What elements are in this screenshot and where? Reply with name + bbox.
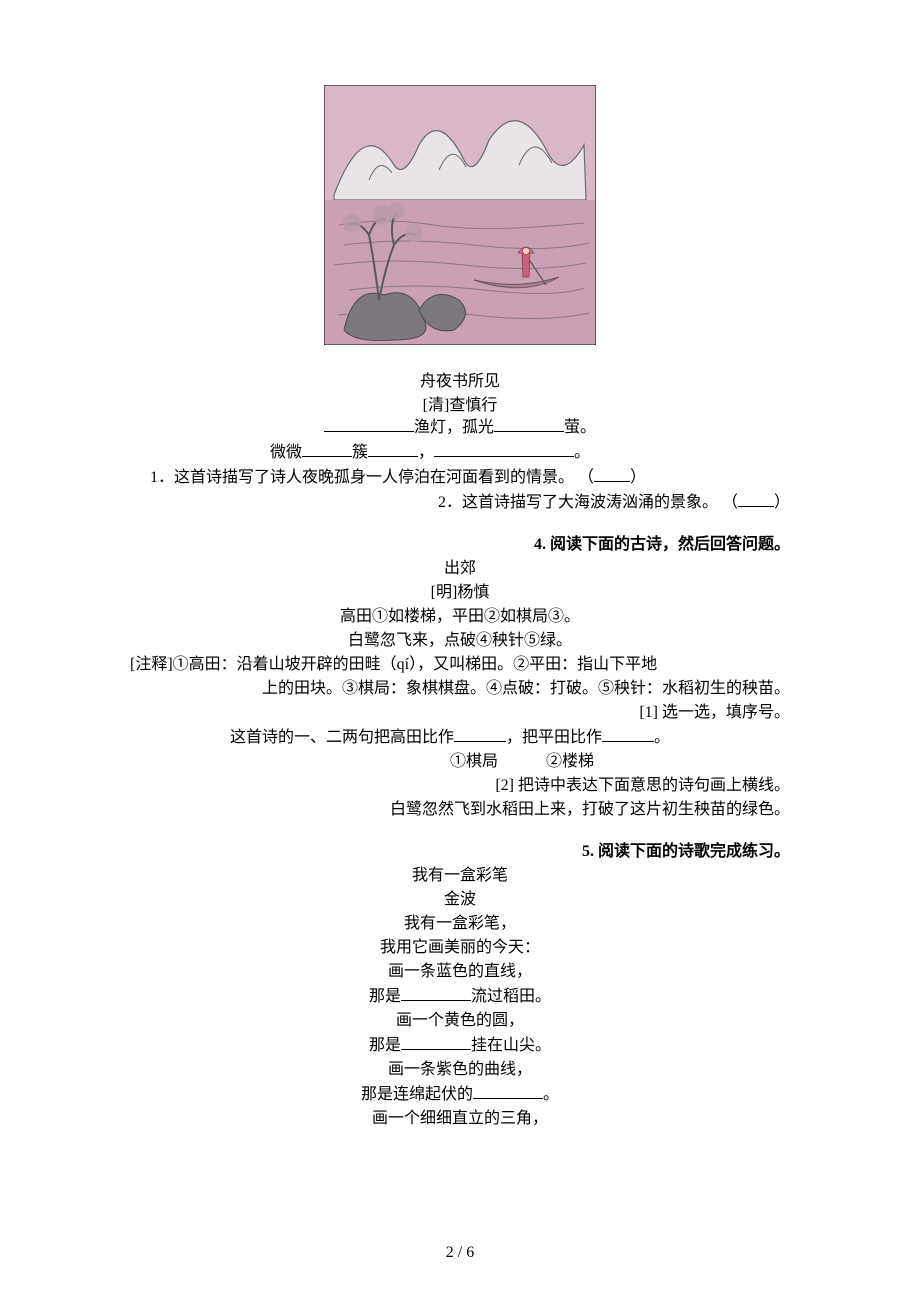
text: ， xyxy=(418,444,434,461)
poem1-title: 舟夜书所见 xyxy=(130,367,790,391)
blank-fill[interactable] xyxy=(494,415,564,432)
blank-fill[interactable] xyxy=(324,415,414,432)
text: 。 xyxy=(543,1086,559,1103)
section5-title: 我有一盒彩笔 xyxy=(130,864,790,888)
text: 1．这首诗描写了诗人夜晚孤身一人停泊在河面看到的情景。 xyxy=(150,469,574,486)
section5-l2: 我用它画美丽的今天： xyxy=(130,936,790,960)
blank-fill[interactable] xyxy=(738,490,774,507)
text: 那是连绵起伏的 xyxy=(361,1086,473,1103)
section5-author: 金波 xyxy=(130,888,790,912)
blank-fill[interactable] xyxy=(473,1082,543,1099)
poem1-line1: 渔灯，孤光 萤。 xyxy=(130,415,790,440)
section4-title: 出郊 xyxy=(130,557,790,581)
section5-l7: 画一条紫色的曲线， xyxy=(130,1058,790,1082)
text: 渔灯，孤光 xyxy=(414,419,494,436)
blank-fill[interactable] xyxy=(368,440,418,457)
page: 舟夜书所见 [清]查慎行 渔灯，孤光 萤。 微微 簇 ， 。 1．这首诗描写了诗人夜晚孤… xyxy=(0,0,920,1302)
text: 2．这首诗描写了大海波涛汹涌的景象。 xyxy=(438,494,718,511)
blank-fill[interactable] xyxy=(602,725,654,742)
text: 微微 xyxy=(270,444,302,461)
blank-fill[interactable] xyxy=(401,1033,471,1050)
text: 簇 xyxy=(352,444,368,461)
text: 。 xyxy=(654,729,670,746)
section4-notes1: [注释]①高田：沿着山坡开辟的田畦（qí），又叫梯田。②平田：指山下平地 xyxy=(130,653,790,677)
blank-fill[interactable] xyxy=(594,465,630,482)
section4-line2: 白鹭忽飞来，点破④秧针⑤绿。 xyxy=(130,629,790,653)
section4-author: [明]杨慎 xyxy=(130,581,790,605)
section4-q1-opts: ①棋局 ②楼梯 xyxy=(130,750,790,774)
poem1-q2: 2．这首诗描写了大海波涛汹涌的景象。 （） xyxy=(130,490,790,515)
section5-l1: 我有一盒彩笔， xyxy=(130,912,790,936)
text: 。 xyxy=(574,444,590,461)
poem-illustration xyxy=(324,85,596,345)
section4-line1: 高田①如楼梯，平田②如棋局③。 xyxy=(130,605,790,629)
section4-notes2: 上的田块。③棋局：象棋棋盘。④点破：打破。⑤秧针：水稻初生的秧苗。 xyxy=(130,677,790,701)
blank-fill[interactable] xyxy=(434,440,574,457)
section4-heading: 4. 阅读下面的古诗，然后回答问题。 xyxy=(130,533,790,557)
section4-q2-text: 白鹭忽然飞到水稻田上来，打破了这片初生秧苗的绿色。 xyxy=(130,798,790,822)
poem1-line2: 微微 簇 ， 。 xyxy=(130,440,790,465)
section4-q2-label: [2] 把诗中表达下面意思的诗句画上横线。 xyxy=(130,774,790,798)
text: 流过稻田。 xyxy=(471,988,551,1005)
poem1-q1: 1．这首诗描写了诗人夜晚孤身一人停泊在河面看到的情景。 （） xyxy=(130,465,790,490)
blank-fill[interactable] xyxy=(454,725,506,742)
page-number: 2 / 6 xyxy=(0,1244,920,1262)
section4-q1-label: [1] 选一选，填序号。 xyxy=(130,701,790,725)
section5-l8: 那是连绵起伏的 。 xyxy=(130,1082,790,1107)
section5-l9: 画一个细细直立的三角， xyxy=(130,1107,790,1131)
section5-l5: 画一个黄色的圆， xyxy=(130,1009,790,1033)
text: 这首诗的一、二两句把高田比作 xyxy=(230,729,454,746)
blank-fill[interactable] xyxy=(302,440,352,457)
section5-l6: 那是 挂在山尖。 xyxy=(130,1033,790,1058)
poem1-author: [清]查慎行 xyxy=(130,391,790,415)
text: 萤。 xyxy=(564,419,596,436)
blank-fill[interactable] xyxy=(401,984,471,1001)
section4-q1: 这首诗的一、二两句把高田比作 ，把平田比作 。 xyxy=(130,725,790,750)
text: 那是 xyxy=(369,988,401,1005)
section5-l4: 那是 流过稻田。 xyxy=(130,984,790,1009)
section5-heading: 5. 阅读下面的诗歌完成练习。 xyxy=(130,840,790,864)
text: 那是 xyxy=(369,1037,401,1054)
text: ，把平田比作 xyxy=(506,729,602,746)
text: 挂在山尖。 xyxy=(471,1037,551,1054)
section5-l3: 画一条蓝色的直线， xyxy=(130,960,790,984)
